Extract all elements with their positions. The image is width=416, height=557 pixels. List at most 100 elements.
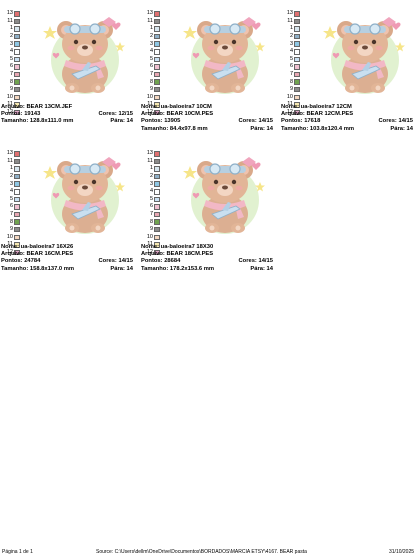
legend-row: 2 xyxy=(144,33,168,41)
design-info: Nome: ua-baloeira7 10CM Arquivo: BEAR 10C… xyxy=(141,104,275,133)
legend-row: 3 xyxy=(4,180,28,188)
stops-value: 14 xyxy=(126,265,133,272)
legend-row: 8 xyxy=(144,78,168,86)
color-swatch xyxy=(14,219,20,225)
colors-value: 14/15 xyxy=(398,118,413,125)
color-swatch xyxy=(294,33,300,40)
stops-label: Pára: xyxy=(250,265,267,272)
legend-row: 6 xyxy=(144,203,168,211)
legend-number: 11 xyxy=(7,17,13,24)
legend-row: 11 xyxy=(144,18,168,26)
legend-row: 5 xyxy=(144,56,168,64)
legend-row: 6 xyxy=(144,63,168,71)
legend-number: 6 xyxy=(289,63,293,70)
legend-number: 1 xyxy=(9,25,13,32)
design-name-value: ua-baloeira7 18X30 xyxy=(160,244,214,250)
legend-row: 12 xyxy=(4,109,28,117)
color-swatch xyxy=(14,41,20,47)
legend-number: 10 xyxy=(286,93,293,100)
legend-number: 6 xyxy=(9,203,13,210)
design-size-value: 128.8x111.0 mm xyxy=(29,118,74,125)
legend-number: 2 xyxy=(9,173,13,180)
legend-row: 12 xyxy=(284,109,308,117)
legend-number: 6 xyxy=(149,63,153,70)
design-size-right: Pára: 14 xyxy=(390,126,413,133)
design-card: 13 11 1 2 3 4 5 6 7 8 9 10 11 12 Nome: ua-baloeira7 16… xyxy=(0,146,136,301)
legend-number: 3 xyxy=(149,180,153,187)
stitch-count-label: Pontos: xyxy=(1,111,25,118)
legend-number: 12 xyxy=(6,109,13,116)
legend-number: 13 xyxy=(146,10,153,17)
color-swatch xyxy=(154,189,160,195)
color-swatch xyxy=(14,204,20,210)
color-swatch xyxy=(154,219,160,225)
legend-row: 6 xyxy=(4,203,28,211)
color-swatch xyxy=(294,109,300,116)
legend-row: 9 xyxy=(284,86,308,94)
design-name: Nome: ua-baloeira7 12CM xyxy=(281,104,415,111)
legend-number: 9 xyxy=(149,86,153,93)
color-swatch xyxy=(294,18,300,25)
legend-row: 5 xyxy=(284,56,308,64)
color-swatch xyxy=(14,242,20,248)
color-swatch xyxy=(154,18,160,25)
colors-label: Cores: xyxy=(98,258,119,265)
stitch-count-label: Pontos: xyxy=(281,118,305,125)
colors-label: Cores: xyxy=(238,118,259,125)
legend-row: 7 xyxy=(144,71,168,79)
stops-value: 14 xyxy=(266,125,273,132)
legend-number: 8 xyxy=(9,78,13,85)
legend-row: 7 xyxy=(4,211,28,219)
stitch-count: Pontos: 28684 Cores: 14/15 xyxy=(141,258,275,265)
color-swatch xyxy=(154,79,160,85)
bear-embroidery-preview xyxy=(182,16,266,95)
legend-row: 7 xyxy=(144,211,168,219)
legend-number: 1 xyxy=(149,25,153,32)
legend-number: 8 xyxy=(149,218,153,225)
stitch-count: Pontos: 13905 Cores: 14/15 xyxy=(141,118,275,125)
color-swatch xyxy=(154,151,160,157)
stitch-count: Pontos: 24784 Cores: 14/15 xyxy=(1,258,135,265)
legend-number: 7 xyxy=(9,71,13,78)
bear-embroidery-preview xyxy=(42,16,126,95)
legend-row: 2 xyxy=(144,173,168,181)
stops-value: 14 xyxy=(406,125,413,132)
color-swatch xyxy=(294,11,300,17)
legend-row: 4 xyxy=(284,48,308,56)
legend-row: 1 xyxy=(144,165,168,173)
color-swatch xyxy=(294,79,300,85)
legend-number: 5 xyxy=(289,55,293,62)
legend-row: 13 xyxy=(284,10,308,18)
color-swatch xyxy=(154,204,160,210)
color-swatch xyxy=(294,64,300,70)
stitch-count-value: 24784 xyxy=(24,258,41,265)
color-swatch xyxy=(154,181,160,187)
legend-row: 13 xyxy=(144,150,168,158)
legend-row: 3 xyxy=(284,40,308,48)
legend-row: 2 xyxy=(284,33,308,41)
color-swatch xyxy=(14,33,20,40)
color-swatch xyxy=(14,86,20,93)
stitch-count-right: Cores: 12/15 xyxy=(99,111,134,118)
legend-row: 7 xyxy=(4,71,28,79)
file-name-label: Arquivo: xyxy=(141,111,167,118)
stitch-count: Pontos: 19143 Cores: 12/15 xyxy=(1,111,135,118)
design-info: Nome: ua-baloeira7 16X26 Arquivo: BEAR 16… xyxy=(1,244,135,273)
file-name: Arquivo: BEAR 13CM.JEF xyxy=(1,104,135,111)
color-swatch xyxy=(154,109,160,116)
legend-number: 8 xyxy=(289,78,293,85)
legend-row: 5 xyxy=(4,196,28,204)
legend-row: 1 xyxy=(144,25,168,33)
legend-number: 12 xyxy=(6,249,13,256)
colors-value: 14/15 xyxy=(118,258,133,265)
design-name: Nome: ua-baloeira7 16X26 xyxy=(1,244,135,251)
color-swatch xyxy=(154,71,160,78)
legend-row: 11 xyxy=(144,101,168,109)
stops-label: Pára: xyxy=(250,125,267,132)
color-swatch xyxy=(14,56,20,63)
color-swatch xyxy=(154,56,160,63)
legend-number: 1 xyxy=(9,165,13,172)
design-name-value: ua-baloeira7 16X26 xyxy=(20,244,74,250)
legend-row: 6 xyxy=(4,63,28,71)
legend-number: 2 xyxy=(289,33,293,40)
